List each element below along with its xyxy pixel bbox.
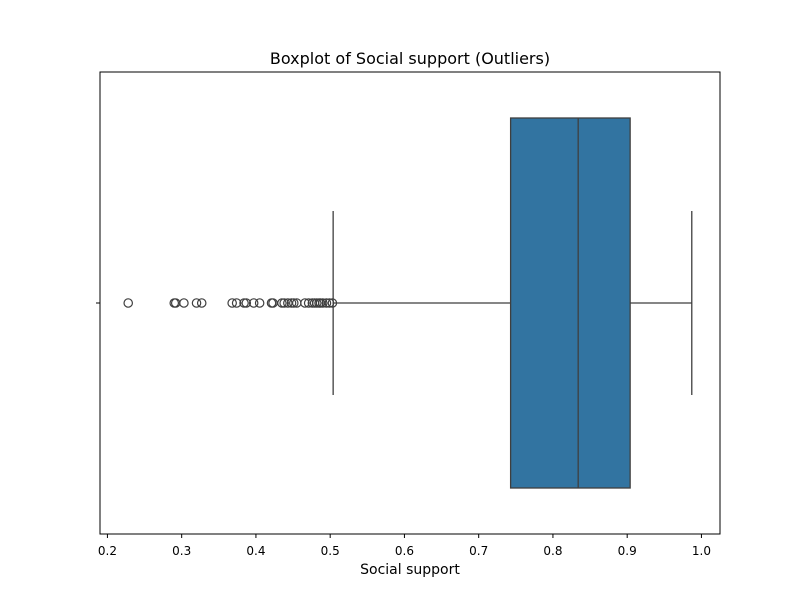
- outlier-point: [300, 298, 310, 308]
- x-axis: 0.2 0.3 0.4 0.5 0.6 0.7 0.8 0.9 1.0: [98, 534, 711, 558]
- chart-title: Boxplot of Social support (Outliers): [270, 49, 550, 68]
- x-tick-label: 0.6: [395, 544, 414, 558]
- outlier-point: [241, 298, 252, 308]
- outlier-point: [196, 298, 207, 308]
- outlier-point: [321, 298, 332, 308]
- outlier-point: [327, 298, 338, 308]
- x-tick-label: 0.7: [469, 544, 488, 558]
- outlier-point: [248, 298, 259, 308]
- box-plot: [123, 117, 693, 489]
- outlier-point: [324, 298, 335, 308]
- iqr-box: [509, 117, 631, 489]
- x-tick-label: 0.2: [98, 544, 117, 558]
- x-tick-label: 0.5: [321, 544, 340, 558]
- outlier-point: [288, 298, 299, 308]
- outlier-point: [227, 298, 237, 308]
- x-tick-label: 1.0: [692, 544, 711, 558]
- outlier-point: [231, 298, 242, 308]
- outlier-point: [191, 298, 202, 308]
- outlier-point: [179, 298, 189, 308]
- outlier-point: [123, 298, 134, 308]
- x-tick-label: 0.9: [618, 544, 637, 558]
- outlier-point: [279, 298, 289, 308]
- x-axis-label: Social support: [360, 562, 460, 578]
- x-tick-label: 0.8: [543, 544, 562, 558]
- outlier-point: [317, 298, 328, 308]
- x-tick-label: 0.3: [172, 544, 191, 558]
- x-tick-label: 0.4: [246, 544, 265, 558]
- outlier-point: [254, 298, 265, 308]
